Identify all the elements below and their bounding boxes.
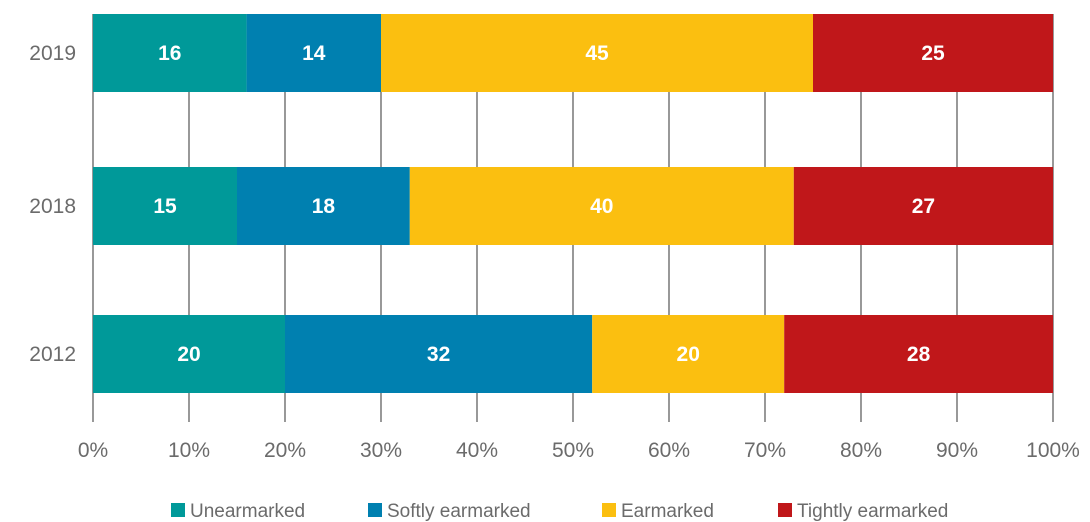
x-tick-label: 90% (936, 439, 978, 462)
bar-segment (381, 14, 813, 92)
x-tick-label: 60% (648, 439, 690, 462)
bar-value-label: 18 (312, 195, 336, 218)
bar-segment (813, 14, 1053, 92)
category-labels: 2019 2018 2012 (29, 42, 76, 366)
bar-value-label: 40 (590, 195, 613, 218)
bar-segment (237, 167, 410, 245)
legend-label: Unearmarked (190, 501, 305, 522)
x-tick-label: 50% (552, 439, 594, 462)
x-tick-label: 100% (1026, 439, 1080, 462)
bar-value-label: 20 (177, 343, 200, 366)
x-tick-label: 30% (360, 439, 402, 462)
x-tick-label: 0% (78, 439, 108, 462)
bar-value-label: 16 (158, 42, 181, 65)
category-label: 2018 (29, 195, 76, 218)
x-tick-label: 80% (840, 439, 882, 462)
bar-segment (784, 315, 1053, 393)
bar-segment (793, 167, 1053, 245)
category-label: 2019 (29, 42, 76, 65)
bar-segment (285, 315, 593, 393)
bar-segment (93, 315, 285, 393)
legend-swatch (368, 503, 382, 517)
legend-swatch (602, 503, 616, 517)
bar-value-label: 27 (912, 195, 935, 218)
legend-swatch (171, 503, 185, 517)
bar-value-label: 20 (677, 343, 700, 366)
category-label: 2012 (29, 343, 76, 366)
x-tick-label: 20% (264, 439, 306, 462)
bar-value-label: 14 (302, 42, 326, 65)
legend-label: Softly earmarked (387, 501, 531, 522)
bar-segment (409, 167, 794, 245)
bar-segment (93, 167, 237, 245)
legend-label: Tightly earmarked (797, 501, 948, 522)
bars: 16 14 45 25 15 18 40 27 20 32 20 28 (93, 14, 1053, 393)
x-tick-label: 40% (456, 439, 498, 462)
legend-label: Earmarked (621, 501, 714, 522)
x-tick-labels: 0% 10% 20% 30% 40% 50% 60% 70% 80% 90% 100% (78, 439, 1080, 462)
bar-segment (93, 14, 247, 92)
bar-value-label: 28 (907, 343, 931, 366)
bar-value-label: 15 (153, 195, 177, 218)
bar-value-label: 25 (921, 42, 945, 65)
bar-value-label: 45 (585, 42, 609, 65)
x-tick-label: 70% (744, 439, 786, 462)
legend: Unearmarked Softly earmarked Earmarked Tigh… (171, 501, 948, 522)
bar-value-label: 32 (427, 343, 450, 366)
legend-swatch (778, 503, 792, 517)
bar-segment (592, 315, 785, 393)
bar-segment (246, 14, 381, 92)
x-tick-label: 10% (168, 439, 210, 462)
